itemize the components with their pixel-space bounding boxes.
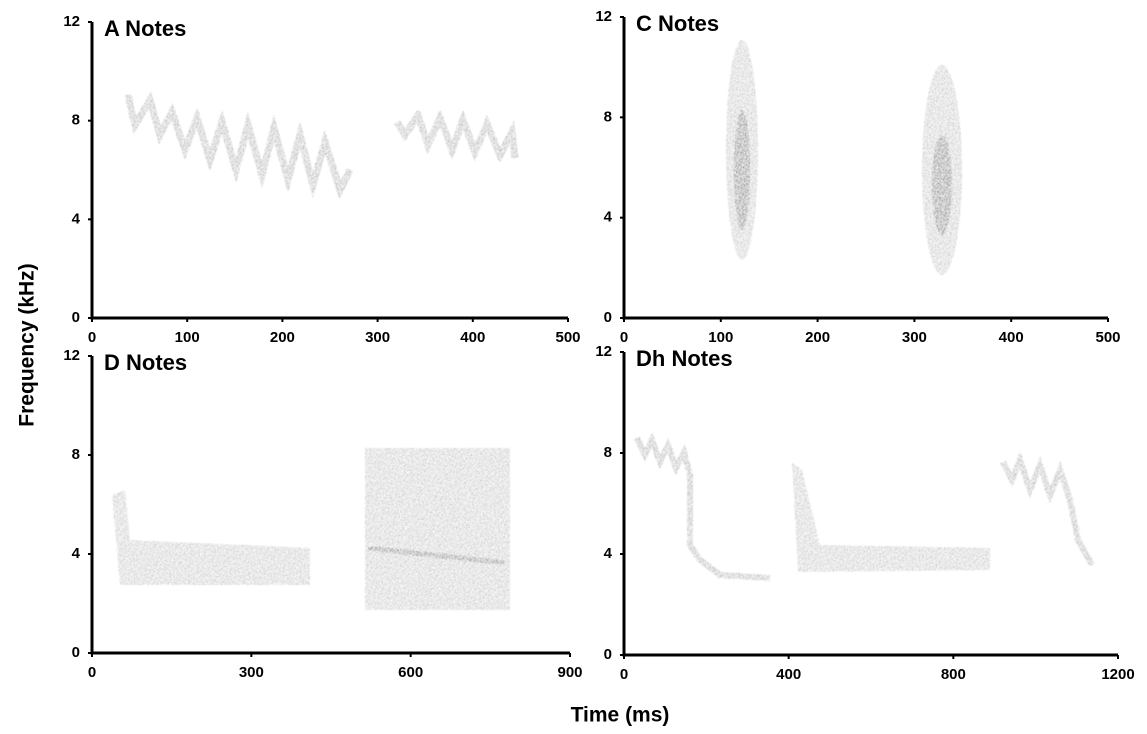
x-tick-label: 0 [88, 664, 96, 681]
x-tick-label: 100 [708, 329, 733, 346]
y-axis-label: Frequency (kHz) [16, 263, 39, 426]
y-tick-label: 8 [604, 444, 612, 461]
x-tick-label: 1200 [1101, 666, 1134, 683]
y-tick-label: 4 [72, 545, 81, 562]
x-tick-label: 500 [1095, 329, 1120, 346]
x-tick-label: 0 [620, 666, 628, 683]
panel-title: D Notes [104, 350, 187, 375]
y-tick-label: 12 [63, 13, 80, 30]
x-tick-label: 400 [999, 329, 1024, 346]
x-tick-label: 300 [239, 664, 264, 681]
x-tick-label: 400 [460, 329, 485, 346]
x-tick-label: 500 [555, 329, 580, 346]
x-tick-label: 400 [776, 666, 801, 683]
y-tick-label: 0 [604, 309, 612, 326]
x-tick-label: 300 [365, 329, 390, 346]
y-tick-label: 0 [72, 644, 80, 661]
y-tick-label: 12 [595, 8, 612, 25]
y-tick-label: 12 [595, 343, 612, 360]
x-axis-label: Time (ms) [571, 704, 670, 727]
x-tick-label: 300 [902, 329, 927, 346]
y-tick-label: 8 [72, 446, 80, 463]
panel-title: Dh Notes [636, 346, 733, 371]
x-tick-label: 200 [270, 329, 295, 346]
y-tick-label: 4 [604, 209, 613, 226]
panel-title: A Notes [104, 16, 186, 41]
y-tick-label: 8 [72, 112, 80, 129]
x-tick-label: 0 [88, 329, 96, 346]
x-tick-label: 100 [175, 329, 200, 346]
y-tick-label: 12 [63, 347, 80, 364]
x-tick-label: 600 [398, 664, 423, 681]
y-tick-label: 0 [72, 309, 80, 326]
y-tick-label: 0 [604, 646, 612, 663]
panel-title: C Notes [636, 11, 719, 36]
spectrogram-decoration [112, 40, 1095, 610]
y-tick-label: 8 [604, 108, 612, 125]
y-tick-label: 4 [72, 210, 81, 227]
x-tick-label: 900 [557, 664, 582, 681]
x-tick-label: 800 [941, 666, 966, 683]
y-tick-label: 4 [604, 545, 613, 562]
x-tick-label: 0 [620, 329, 628, 346]
x-tick-label: 200 [805, 329, 830, 346]
